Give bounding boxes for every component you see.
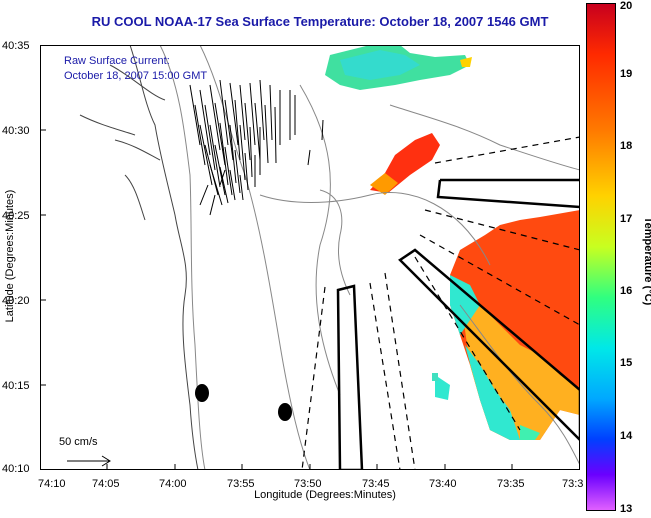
colorbar-tick: 13	[620, 503, 633, 515]
colorbar-tick: 20	[620, 0, 633, 12]
ytick-label: 40:20	[2, 295, 30, 307]
scale-label: 50 cm/s	[59, 436, 98, 448]
x-axis-label: Longitude (Degrees:Minutes)	[254, 489, 396, 501]
colorbar-tick: 14	[620, 430, 633, 442]
temperature-colorbar	[586, 3, 616, 511]
coastline	[79, 45, 199, 470]
colorbar-tick: 16	[620, 285, 633, 297]
sst-patches	[325, 45, 580, 440]
surface-current-vectors	[189, 79, 324, 216]
map-title: RU COOL NOAA-17 Sea Surface Temperature:…	[91, 14, 549, 29]
overlay-line2: October 18, 2007 15:00 GMT	[64, 70, 208, 82]
scale-arrow	[67, 455, 111, 467]
box-north	[436, 178, 580, 209]
xtick-label: 73:35	[497, 478, 525, 490]
xtick-label: 74:05	[92, 478, 120, 490]
solid-boxes	[336, 178, 580, 470]
dashed-lines	[301, 136, 580, 470]
colorbar-tick: 18	[620, 140, 633, 152]
y-axis-label: Latitude (Degrees:Minutes)	[4, 189, 16, 323]
colorbar-tick: 19	[620, 68, 633, 80]
ytick-label: 40:30	[2, 125, 30, 137]
xtick-label: 73:40	[429, 478, 457, 490]
xtick-label: 73:45	[362, 478, 390, 490]
ytick-label: 40:25	[2, 210, 30, 222]
bathymetry-contours	[159, 45, 580, 470]
box-south	[336, 284, 364, 470]
marker-right	[278, 403, 292, 421]
xtick-label: 73:55	[227, 478, 255, 490]
overlay-line1: Raw Surface Current:	[64, 55, 170, 67]
marker-left	[195, 384, 209, 402]
box-diagonal	[398, 248, 580, 442]
colorbar-tick: 17	[620, 213, 633, 225]
ytick-label: 40:10	[2, 463, 30, 475]
colorbar-tick: 15	[620, 357, 633, 369]
colorbar-label: Temperature (°C)	[642, 216, 651, 306]
map-svg	[40, 45, 580, 470]
xtick-label: 73:50	[294, 478, 322, 490]
ytick-label: 40:35	[2, 40, 30, 52]
map-plot-area[interactable]	[40, 45, 580, 470]
xtick-label: 74:00	[159, 478, 187, 490]
xtick-label: 73:3	[562, 478, 584, 490]
ytick-label: 40:15	[2, 380, 30, 392]
xtick-label: 74:10	[38, 478, 66, 490]
